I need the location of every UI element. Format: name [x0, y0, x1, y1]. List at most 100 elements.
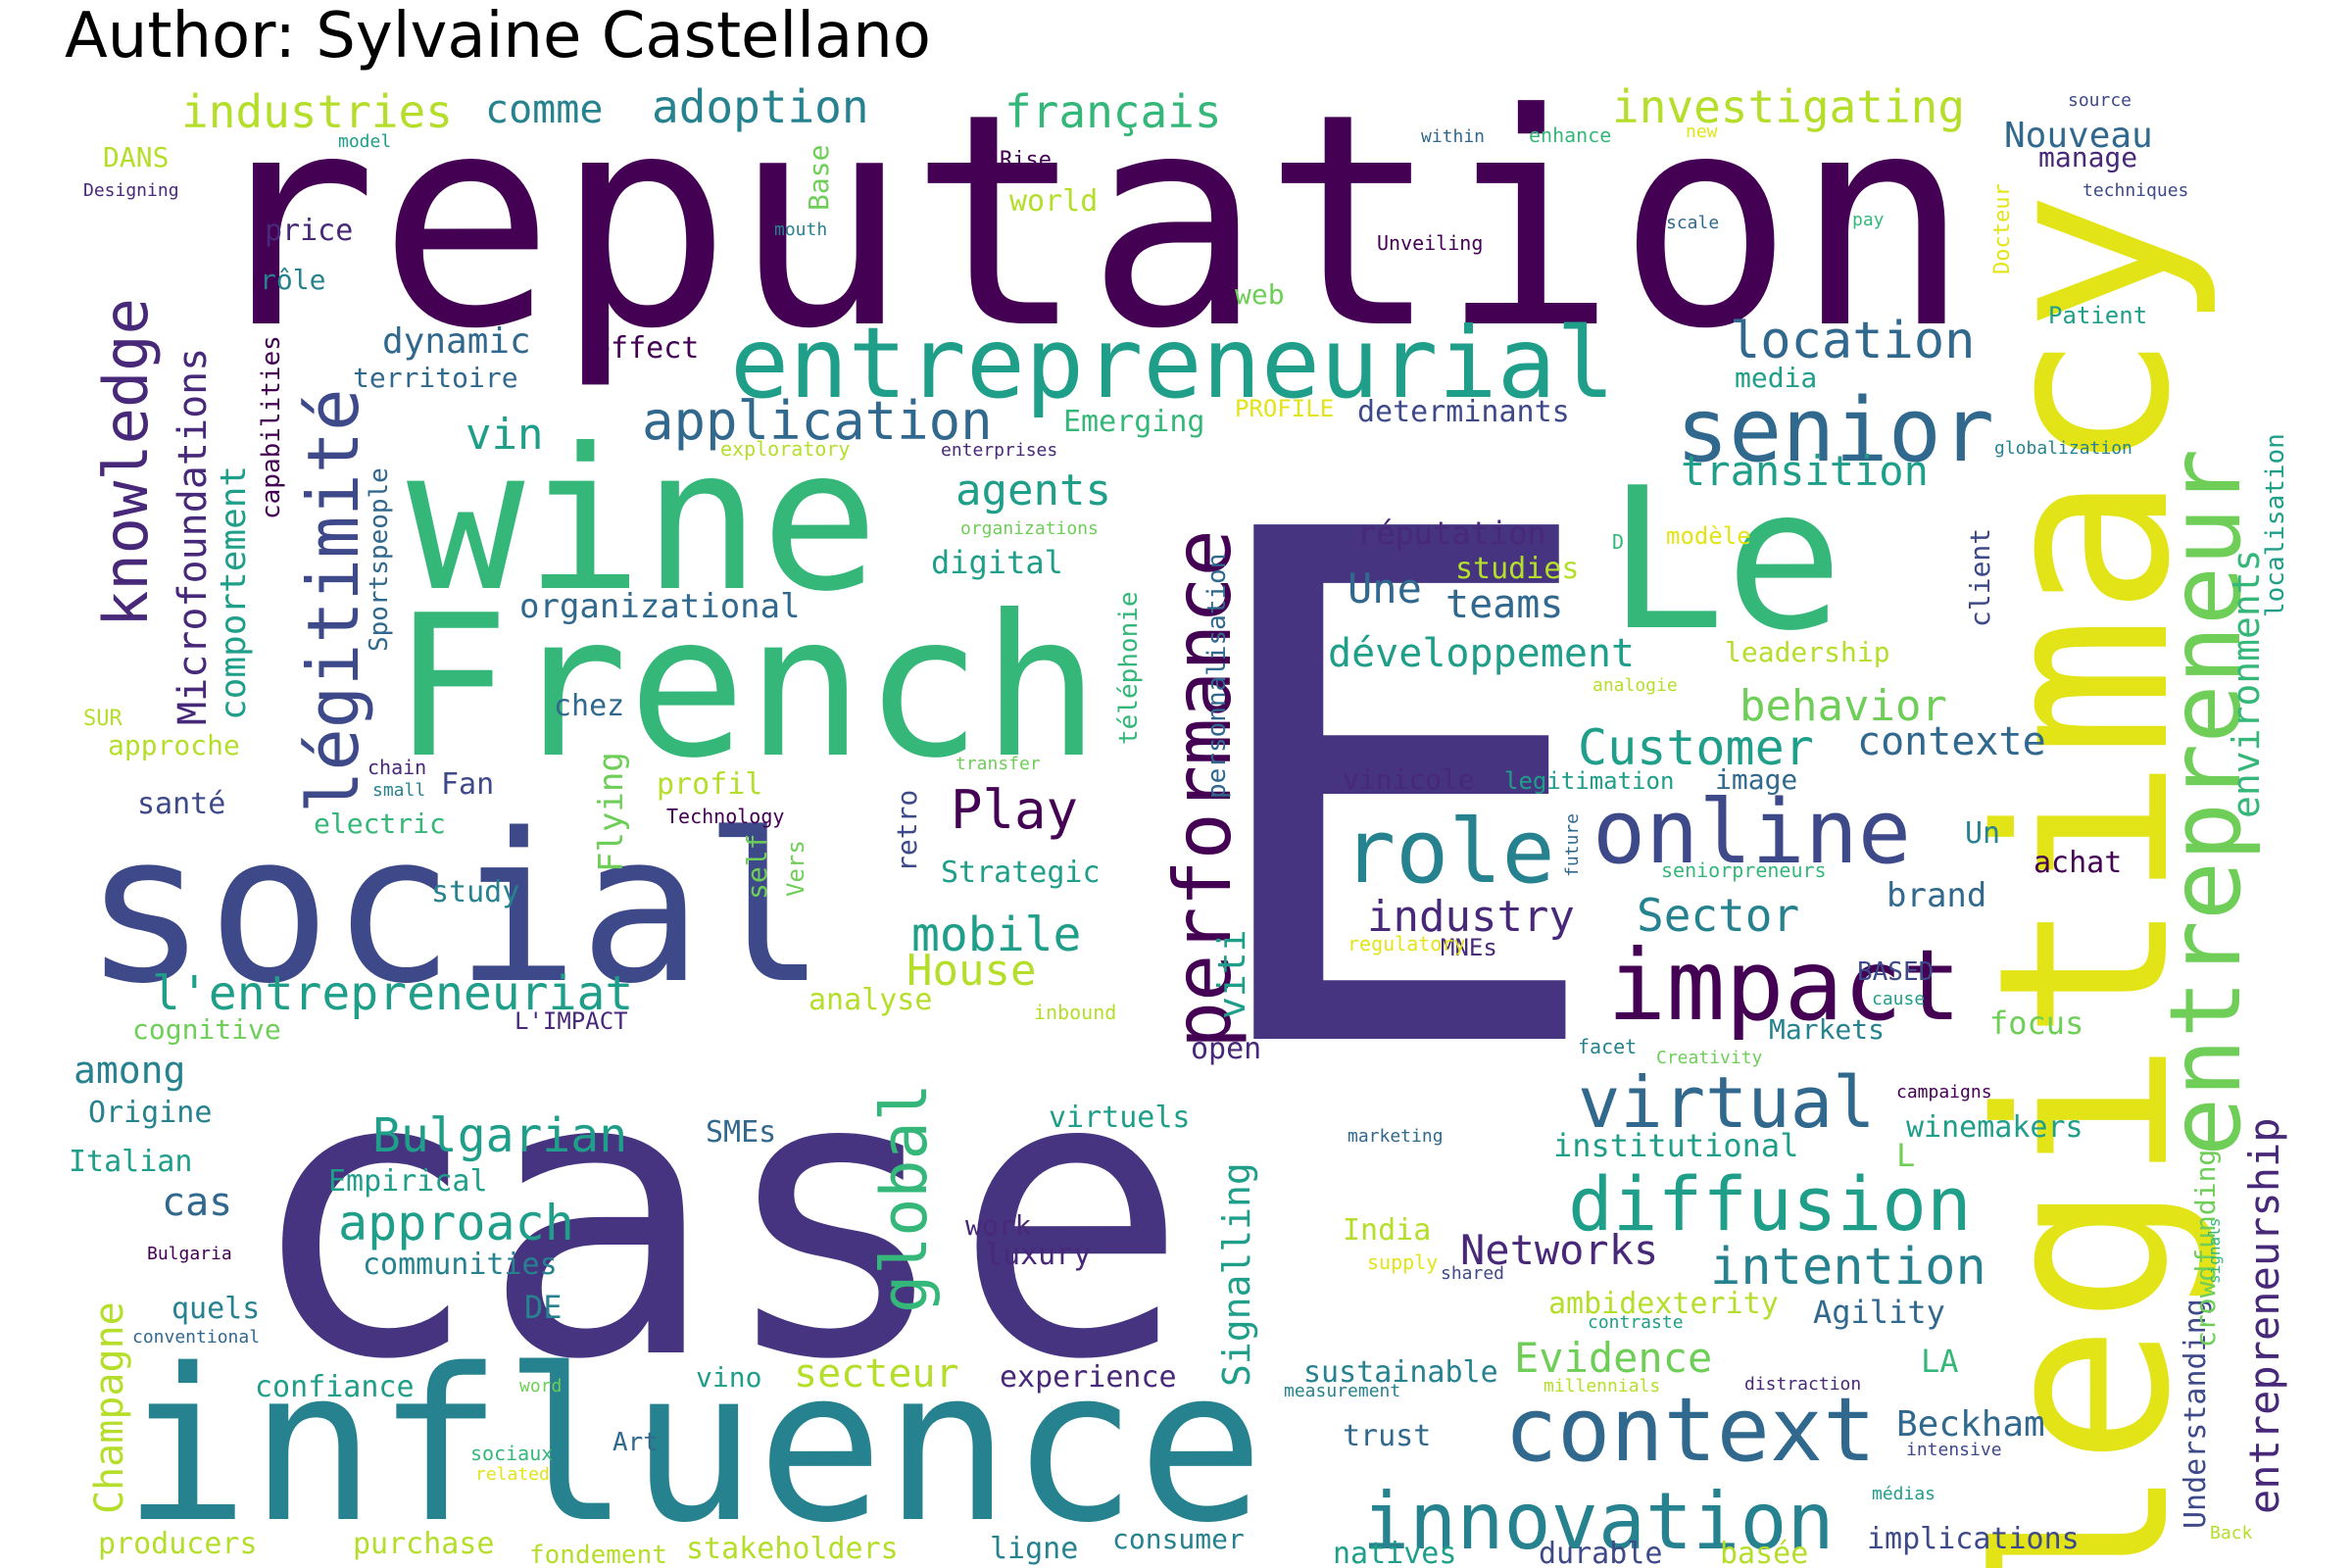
cloud-word-small: small: [372, 780, 425, 801]
cloud-word-durable: durable: [1539, 1537, 1662, 1568]
cloud-word-web: web: [1235, 278, 1285, 311]
cloud-word-consumer: consumer: [1112, 1523, 1245, 1555]
cloud-word-future: future: [1562, 813, 1583, 877]
cloud-word-senior: senior: [1676, 379, 1994, 482]
cloud-word-base: Base: [803, 145, 835, 211]
cloud-word-achat: achat: [2034, 846, 2122, 880]
cloud-word-campaigns: campaigns: [1896, 1082, 1992, 1102]
cloud-word-signalling: Signalling: [1215, 1162, 1258, 1387]
cloud-word-nouveau: Nouveau: [2004, 116, 2153, 156]
cloud-word-virtuels: virtuels: [1049, 1101, 1191, 1135]
cloud-word-sante: santé: [137, 787, 225, 821]
cloud-word-scale: scale: [1666, 213, 1719, 233]
cloud-word-signals: signals: [2205, 1218, 2224, 1284]
cloud-word-new: new: [1686, 122, 1718, 142]
cloud-word-seniorpreneurs: seniorpreneurs: [1661, 858, 1827, 882]
cloud-word-retro: retro: [891, 790, 923, 872]
cloud-word-chez: chez: [554, 689, 624, 723]
cloud-word-comme: comme: [485, 87, 603, 132]
cloud-word-un: Un: [1965, 816, 2000, 851]
cloud-word-role: role: [1343, 801, 1555, 904]
author-title: Author: Sylvaine Castellano: [65, 0, 931, 73]
cloud-word-l-impact: L'IMPACT: [514, 1007, 628, 1035]
cloud-word-influence: influence: [122, 1323, 1264, 1568]
cloud-word-effect: effect: [593, 331, 699, 366]
cloud-word-adoption: adoption: [652, 80, 869, 133]
cloud-word-back: Back: [2210, 1523, 2253, 1544]
cloud-word-global: global: [868, 1083, 942, 1313]
cloud-word-enhance: enhance: [1529, 123, 1611, 147]
cloud-word-electric: electric: [314, 808, 446, 840]
cloud-word-francais: français: [1004, 85, 1222, 138]
cloud-word-designing: Designing: [83, 180, 179, 201]
cloud-word-fondement: fondement: [529, 1541, 667, 1568]
cloud-word-exploratory: exploratory: [720, 437, 850, 461]
cloud-word-implications: implications: [1867, 1522, 2080, 1556]
cloud-word-wine: wine: [407, 407, 879, 635]
cloud-word-fan: Fan: [441, 767, 494, 802]
cloud-word-dynamic: dynamic: [382, 321, 531, 362]
cloud-word-d: D: [1612, 530, 1624, 554]
cloud-word-creativity: Creativity: [1656, 1048, 1763, 1068]
cloud-word-une: Une: [1348, 564, 1422, 612]
cloud-word-knowledge: knowledge: [90, 298, 162, 627]
cloud-word-approach: approach: [338, 1195, 574, 1251]
cloud-word-cause: cause: [1872, 989, 1925, 1009]
cloud-word-behavior: behavior: [1740, 681, 1947, 731]
cloud-word-unveiling: Unveiling: [1377, 231, 1483, 255]
cloud-word-territoire: territoire: [353, 362, 518, 394]
cloud-word-virtual: virtual: [1578, 1061, 1875, 1144]
cloud-word-intention: intention: [1710, 1238, 1986, 1297]
cloud-word-sociaux: sociaux: [470, 1442, 553, 1465]
cloud-word-microfoundations: Microfoundations: [171, 348, 216, 725]
cloud-word-price: price: [265, 214, 353, 248]
cloud-word-media: media: [1735, 362, 1817, 394]
cloud-word-basee: basée: [1720, 1537, 1808, 1568]
cloud-word-communities: communities: [363, 1248, 558, 1282]
cloud-word-model: model: [338, 131, 391, 152]
cloud-word-e: E: [1186, 384, 1610, 1205]
cloud-word-cognitive: cognitive: [132, 1013, 281, 1046]
cloud-word-italian: Italian: [69, 1145, 192, 1179]
cloud-word-entrepreneurial: entrepreneurial: [730, 306, 1615, 420]
cloud-word-industries: industries: [181, 85, 453, 138]
cloud-word-work: work: [965, 1209, 1032, 1242]
cloud-word-focus: focus: [1989, 1004, 2083, 1042]
cloud-word-technology: Technology: [666, 805, 784, 828]
cloud-word-reputation: reputation: [201, 51, 1971, 393]
cloud-word-marketing: marketing: [1348, 1126, 1444, 1147]
cloud-word-telephonie: téléphonie: [1114, 591, 1144, 745]
cloud-word-play: Play: [951, 779, 1078, 841]
cloud-word-empirical: Empirical: [328, 1164, 488, 1199]
cloud-word-application: application: [642, 390, 993, 452]
cloud-word-french: French: [392, 573, 1100, 802]
cloud-word-client: client: [1964, 528, 1996, 627]
cloud-word-luxury: luxury: [985, 1238, 1091, 1272]
cloud-word-performance: performance: [1157, 529, 1249, 1049]
cloud-word-conventional: conventional: [132, 1327, 260, 1348]
cloud-word-shared: shared: [1441, 1263, 1504, 1284]
cloud-word-leadership: leadership: [1725, 636, 1890, 668]
cloud-word-vinicole: vinicole: [1343, 763, 1475, 796]
cloud-word-la: LA: [1921, 1343, 1959, 1380]
cloud-word-localisation: localisation: [2261, 433, 2290, 617]
cloud-word-viti: viti: [1210, 929, 1253, 1019]
cloud-word-de: DE: [524, 1289, 563, 1326]
cloud-word-environments: environments: [2225, 549, 2268, 818]
cloud-word-chain: chain: [368, 756, 426, 779]
cloud-word-within: within: [1421, 126, 1485, 147]
cloud-word-bulgaria: Bulgaria: [147, 1244, 232, 1264]
cloud-word-smes: SMEs: [706, 1115, 776, 1150]
cloud-word-experience: experience: [1000, 1360, 1177, 1395]
cloud-word-distraction: distraction: [1744, 1374, 1861, 1395]
cloud-word-dans: DANS: [103, 141, 169, 173]
cloud-word-sustainable: sustainable: [1303, 1355, 1498, 1390]
cloud-word-beckham: Beckham: [1896, 1404, 2045, 1445]
cloud-word-study: study: [431, 875, 519, 909]
cloud-word-vers: Vers: [782, 840, 809, 897]
cloud-word-l: L: [1896, 1137, 1915, 1174]
cloud-word-vino: vino: [696, 1361, 761, 1394]
cloud-word-agility: Agility: [1813, 1294, 1945, 1331]
cloud-word-comportement: comportement: [214, 466, 254, 720]
cloud-word-personnalisation: personnalisation: [1202, 554, 1232, 799]
